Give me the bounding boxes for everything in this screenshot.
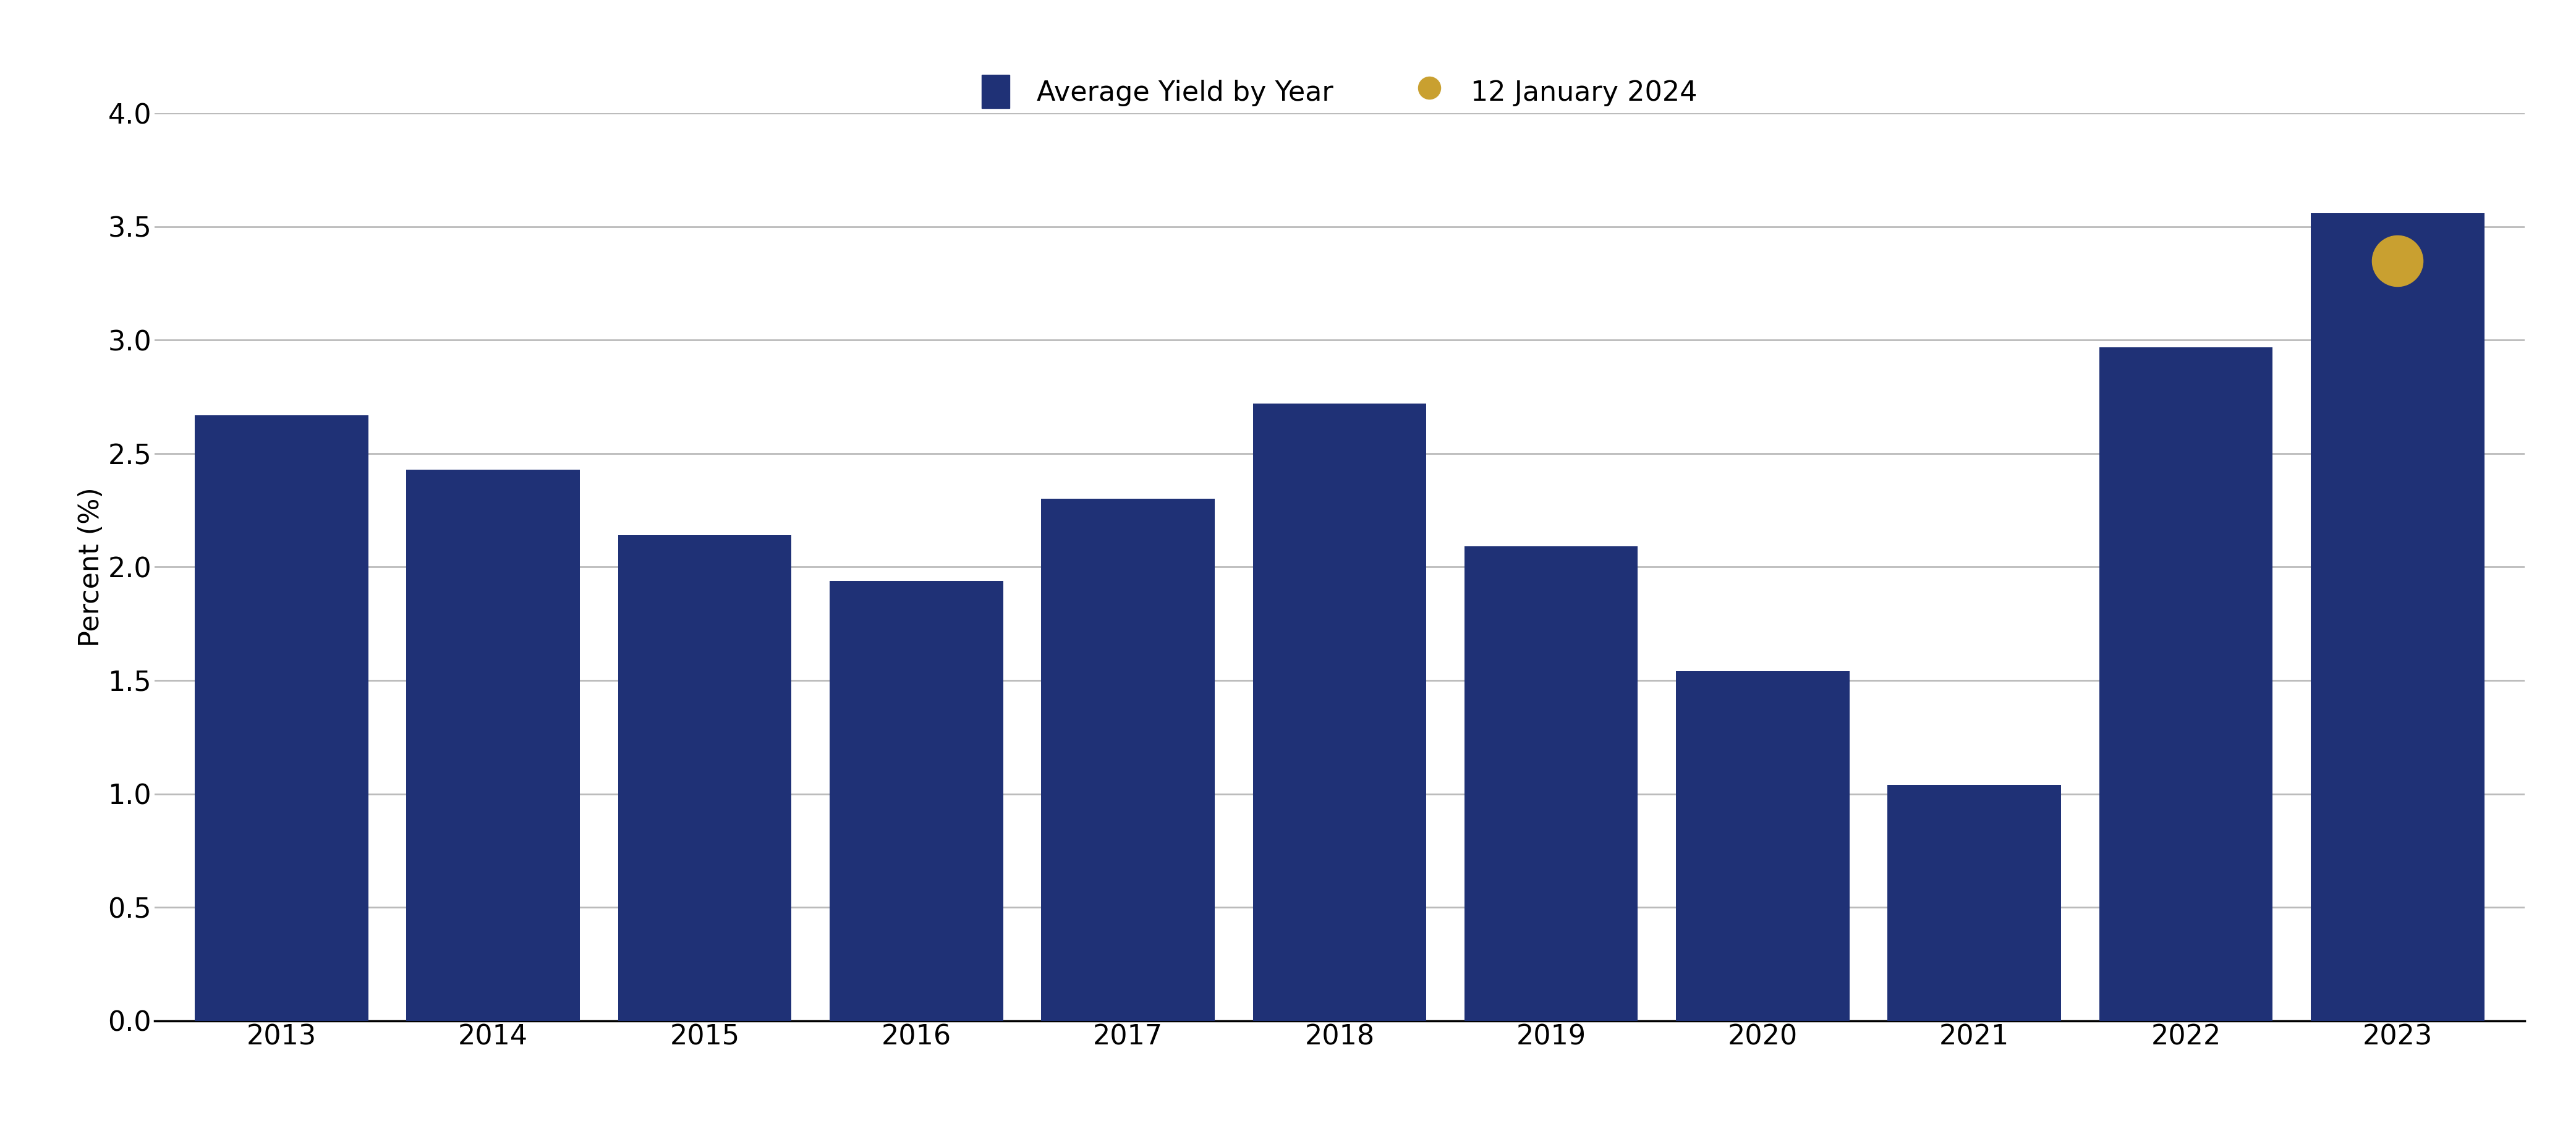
Legend: Average Yield by Year, 12 January 2024: Average Yield by Year, 12 January 2024 — [971, 64, 1708, 119]
Bar — [1677, 671, 1850, 1021]
Bar — [1252, 404, 1427, 1021]
Bar — [407, 469, 580, 1021]
Bar — [618, 535, 791, 1021]
Point — [2378, 252, 2419, 270]
Bar — [2099, 347, 2272, 1021]
Bar — [1888, 785, 2061, 1021]
Bar — [829, 581, 1002, 1021]
Y-axis label: Percent (%): Percent (%) — [77, 486, 106, 648]
Bar — [1463, 547, 1638, 1021]
Bar — [1041, 499, 1216, 1021]
Bar — [2311, 213, 2483, 1021]
Bar — [196, 415, 368, 1021]
